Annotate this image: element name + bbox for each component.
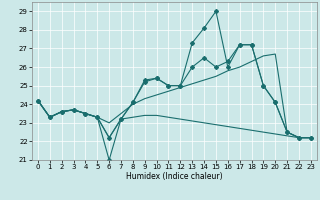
- X-axis label: Humidex (Indice chaleur): Humidex (Indice chaleur): [126, 172, 223, 181]
